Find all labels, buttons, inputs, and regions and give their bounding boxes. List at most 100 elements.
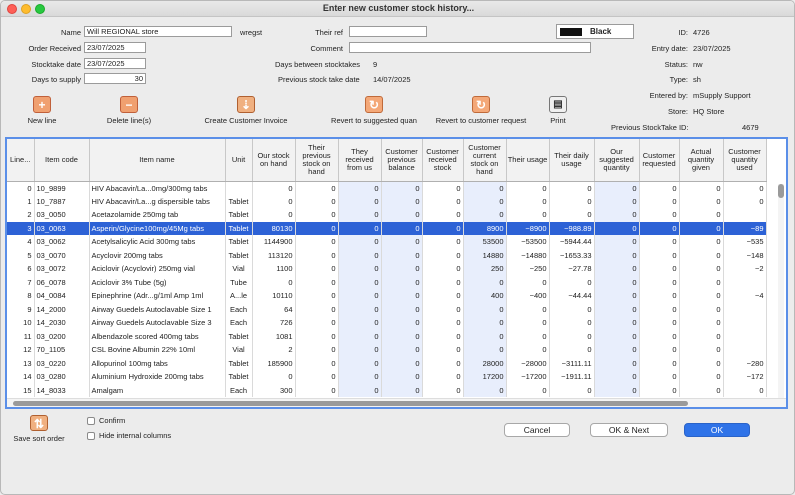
table-cell[interactable]: 0 (679, 316, 724, 330)
table-cell[interactable]: 0 (381, 289, 423, 303)
table-cell[interactable]: 0 (506, 383, 550, 397)
table-cell[interactable]: 0 (679, 343, 724, 357)
table-cell[interactable]: HIV Abacavir/La...g dispersible tabs (89, 194, 226, 208)
table-cell[interactable]: 0 (639, 289, 680, 303)
column-header[interactable]: Their daily usage (549, 139, 595, 182)
table-cell[interactable]: Vial (225, 262, 253, 276)
table-cell[interactable]: 0 (381, 208, 423, 222)
table-cell[interactable]: A...le (225, 289, 253, 303)
table-row[interactable]: 11 03_0200 Albendazole scored 400mg tabs Ta… (7, 329, 767, 343)
table-cell[interactable]: 0 (422, 316, 464, 330)
table-cell[interactable]: 0 (295, 181, 339, 195)
their-ref-field[interactable] (349, 26, 427, 37)
table-cell[interactable]: Tablet (225, 356, 253, 370)
table-cell[interactable]: 0 (338, 208, 382, 222)
table-cell[interactable]: 0 (422, 302, 464, 316)
horizontal-scrollbar[interactable] (7, 398, 786, 407)
table-cell[interactable]: 0 (295, 221, 339, 235)
table-cell[interactable]: 0 (295, 235, 339, 249)
table-cell[interactable]: 0 (422, 289, 464, 303)
column-header[interactable]: Item code (34, 139, 90, 182)
column-header[interactable]: They received from us (338, 139, 382, 182)
table-cell[interactable] (723, 343, 767, 357)
table-cell[interactable]: −988.89 (549, 221, 595, 235)
ok-button[interactable]: OK (684, 423, 750, 437)
table-cell[interactable]: Each (225, 302, 253, 316)
confirm-checkbox[interactable]: Confirm (87, 416, 125, 426)
table-cell[interactable]: Acetazolamide 250mg tab (89, 208, 226, 222)
table-cell[interactable]: 0 (679, 370, 724, 384)
table-cell[interactable]: −250 (506, 262, 550, 276)
table-cell[interactable]: 0 (639, 221, 680, 235)
table-cell[interactable]: 7 (7, 275, 35, 289)
table-cell[interactable]: 0 (549, 316, 595, 330)
table-cell[interactable]: −5944.44 (549, 235, 595, 249)
table-cell[interactable]: 0 (594, 181, 640, 195)
table-row[interactable]: 5 03_0070 Acyclovir 200mg tabs Tablet 113120… (7, 248, 767, 262)
table-cell[interactable]: 0 (639, 343, 680, 357)
table-cell[interactable]: 0 (422, 208, 464, 222)
table-cell[interactable]: 0 (338, 289, 382, 303)
table-cell[interactable]: 6 (7, 262, 35, 276)
table-cell[interactable]: 0 (594, 289, 640, 303)
table-cell[interactable]: HIV Abacavir/La...0mg/300mg tabs (89, 181, 226, 195)
revert-request-button[interactable]: ↻ Revert to customer request (429, 96, 533, 125)
column-header[interactable]: Customer requested (639, 139, 680, 182)
table-cell[interactable]: 0 (338, 302, 382, 316)
table-cell[interactable]: 0 (295, 262, 339, 276)
table-cell[interactable]: −4 (723, 289, 767, 303)
table-cell[interactable]: 03_0050 (34, 208, 90, 222)
table-cell[interactable]: 10 (7, 316, 35, 330)
table-row[interactable]: 8 04_0084 Epinephrine (Adr...g/1ml Amp 1ml… (7, 289, 767, 303)
table-cell[interactable]: 2 (252, 343, 296, 357)
table-cell[interactable]: 0 (639, 194, 680, 208)
table-cell[interactable]: 0 (723, 194, 767, 208)
table-cell[interactable]: 0 (639, 262, 680, 276)
table-row[interactable]: 12 70_1105 CSL Bovine Albumin 22% 10ml Vial… (7, 343, 767, 357)
table-cell[interactable]: 0 (295, 289, 339, 303)
table-cell[interactable]: 0 (639, 329, 680, 343)
table-cell[interactable]: 0 (381, 248, 423, 262)
column-header[interactable]: Customer current stock on hand (463, 139, 507, 182)
table-row[interactable]: 13 03_0220 Allopurinol 100mg tabs Tablet 185… (7, 356, 767, 370)
table-cell[interactable]: 0 (381, 343, 423, 357)
table-cell[interactable]: 0 (506, 275, 550, 289)
table-cell[interactable]: 0 (463, 275, 507, 289)
close-window-button[interactable] (7, 4, 17, 14)
table-cell[interactable]: 0 (295, 316, 339, 330)
table-cell[interactable]: 0 (422, 370, 464, 384)
table-row[interactable]: 0 10_9899 HIV Abacavir/La...0mg/300mg tabs… (7, 181, 767, 195)
minimize-window-button[interactable] (21, 4, 31, 14)
table-cell[interactable]: 0 (463, 208, 507, 222)
table-cell[interactable]: 14880 (463, 248, 507, 262)
table-cell[interactable]: 0 (295, 356, 339, 370)
table-cell[interactable]: 1144900 (252, 235, 296, 249)
table-cell[interactable]: Each (225, 316, 253, 330)
table-cell[interactable] (723, 302, 767, 316)
table-cell[interactable]: 0 (338, 248, 382, 262)
table-cell[interactable]: −14880 (506, 248, 550, 262)
vertical-scrollbar[interactable] (778, 184, 784, 399)
table-cell[interactable]: Aluminium Hydroxide 200mg tabs (89, 370, 226, 384)
table-cell[interactable]: 8900 (463, 221, 507, 235)
table-cell[interactable]: 0 (639, 181, 680, 195)
table-cell[interactable]: 0 (639, 235, 680, 249)
delete-lines-button[interactable]: − Delete line(s) (99, 96, 159, 125)
table-cell[interactable]: 113120 (252, 248, 296, 262)
column-header[interactable]: Customer received stock (422, 139, 464, 182)
table-cell[interactable]: 0 (594, 383, 640, 397)
table-cell[interactable]: 0 (679, 194, 724, 208)
table-cell[interactable]: 0 (549, 181, 595, 195)
table-cell[interactable]: 28000 (463, 356, 507, 370)
save-sort-order-button[interactable]: ⇅ Save sort order (9, 415, 69, 443)
table-cell[interactable]: Vial (225, 343, 253, 357)
color-selector[interactable]: Black (556, 24, 634, 39)
table-cell[interactable]: 0 (338, 275, 382, 289)
table-cell[interactable]: 0 (506, 316, 550, 330)
days-to-supply-field[interactable]: 30 (84, 73, 146, 84)
table-cell[interactable]: 0 (506, 194, 550, 208)
table-cell[interactable]: 0 (338, 181, 382, 195)
table-cell[interactable]: 0 (463, 383, 507, 397)
table-cell[interactable]: 0 (422, 248, 464, 262)
table-cell[interactable]: 0 (422, 262, 464, 276)
